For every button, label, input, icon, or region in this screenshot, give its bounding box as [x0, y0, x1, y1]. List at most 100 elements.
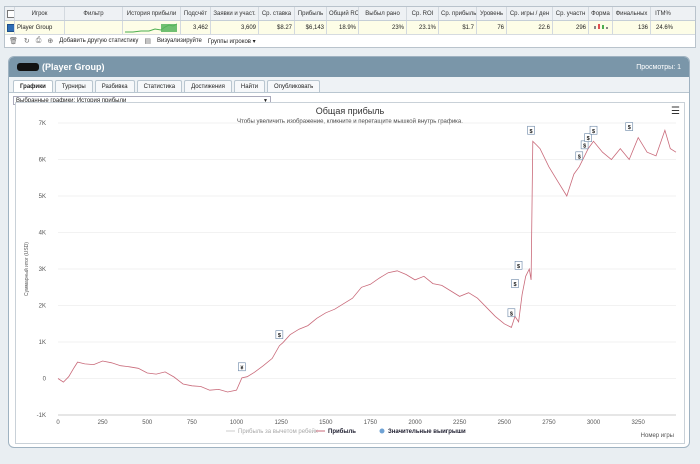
chart-select-label: Выбранные графики: История прибыли — [16, 97, 127, 104]
big-win-marker-label: $ — [513, 282, 516, 288]
header-filter[interactable]: Фильтр — [65, 7, 123, 20]
chart-menu-icon[interactable]: ☰ — [671, 106, 680, 117]
big-win-marker-label: ¥ — [240, 365, 244, 371]
player-groups-dropdown[interactable]: Группы игроков ▾ — [207, 38, 256, 45]
tab-breakdown[interactable]: Разбивка — [94, 80, 135, 92]
header-entries[interactable]: Заявки и участ. — [211, 7, 259, 20]
legend-swatch — [379, 428, 385, 434]
legend-entry: Прибыль — [328, 428, 356, 435]
big-win-marker-label: $ — [530, 129, 533, 135]
entries-value: 3,609 — [211, 21, 259, 34]
big-win-marker — [511, 279, 519, 288]
avg-roi-value: 23.1% — [407, 21, 439, 34]
header-form[interactable]: Форма — [589, 7, 613, 20]
table-toolbar: 🗑 ↻ ⎙ ⊕ Добавить другую статистику ▤ Виз… — [5, 35, 695, 47]
player-cell[interactable]: Player Group — [15, 21, 65, 34]
header-avg-field[interactable]: Ср. участн — [553, 7, 589, 20]
header-level[interactable]: Уровень — [477, 7, 507, 20]
total-roi-value: 18.9% — [327, 21, 359, 34]
tab-charts[interactable]: Графики — [13, 80, 53, 92]
chart-icon[interactable]: ▤ — [144, 38, 151, 45]
player-name[interactable]: Player Group — [17, 25, 53, 31]
header-avg-roi[interactable]: Ср. ROI — [407, 7, 439, 20]
select-all-checkbox[interactable] — [7, 10, 14, 18]
big-win-marker — [507, 308, 516, 318]
level-value: 76 — [477, 21, 507, 34]
chevron-down-icon: ▼ — [263, 97, 268, 104]
tab-find[interactable]: Найти — [233, 80, 266, 92]
header-avg-profit[interactable]: Ср. прибыль — [439, 7, 477, 20]
y-tick-label: -1K — [37, 413, 46, 419]
form-bars — [594, 24, 608, 29]
add-stats-link[interactable]: Добавить другую статистику — [59, 38, 139, 44]
big-win-marker — [514, 261, 523, 270]
big-win-marker-label: $ — [628, 125, 631, 131]
x-axis-label: Номер игры — [641, 433, 674, 439]
big-win-marker-label: $ — [510, 311, 513, 317]
card-tabs: Графики Турниры Разбивка Статистика Дост… — [9, 77, 689, 93]
visualize-link[interactable]: Визуализируйте — [156, 38, 202, 44]
header-early-out[interactable]: Выбыл рано — [359, 7, 407, 20]
big-win-marker-label: $ — [578, 154, 581, 160]
big-win-marker-label: $ — [587, 136, 590, 142]
card-title-text: (Player Group) — [42, 62, 105, 72]
x-tick-label: 3000 — [587, 420, 601, 426]
header-finals[interactable]: Финальных — [613, 7, 651, 20]
tab-statistics[interactable]: Статистика — [136, 80, 183, 92]
finals-value: 136 — [613, 21, 651, 34]
big-win-marker — [238, 362, 246, 372]
profit-chart[interactable]: Общая прибыль Чтобы увеличить изображение… — [16, 103, 684, 443]
count-value: 3,462 — [181, 21, 211, 34]
chart-container[interactable]: ☰ Общая прибыль Чтобы увеличить изображен… — [15, 102, 685, 444]
redacted-name — [17, 63, 39, 71]
y-tick-label: 5K — [39, 194, 46, 200]
header-count[interactable]: Подсчёт — [181, 7, 211, 20]
big-win-marker-label: $ — [517, 264, 520, 270]
table-row[interactable]: Player Group 3,462 3,609 $8.27 $6,143 18… — [5, 21, 695, 35]
chart-subtitle: Чтобы увеличить изображение, кликните и … — [237, 118, 463, 125]
sparkline-cell — [123, 21, 181, 34]
x-tick-label: 2500 — [498, 420, 512, 426]
add-icon[interactable]: ⊕ — [47, 38, 54, 45]
tab-publish[interactable]: Опубликовать — [267, 80, 321, 92]
x-tick-label: 500 — [142, 420, 153, 426]
header-profit[interactable]: Прибыль — [295, 7, 327, 20]
x-tick-label: 1750 — [364, 420, 378, 426]
refresh-icon[interactable]: ↻ — [23, 38, 30, 45]
y-axis-label: Суммарный итог (USD) — [23, 242, 30, 296]
avg-stake-value: $8.27 — [259, 21, 295, 34]
games-per-day-value: 22.6 — [507, 21, 553, 34]
row-checkbox-cell[interactable] — [5, 21, 15, 34]
header-player[interactable]: Игрок — [15, 7, 65, 20]
header-avg-stake[interactable]: Ср. ставка — [259, 7, 295, 20]
y-tick-label: 6K — [39, 158, 46, 164]
y-tick-label: 7K — [39, 121, 46, 127]
header-checkbox-cell[interactable] — [5, 7, 15, 20]
avg-profit-value: $1.7 — [439, 21, 477, 34]
big-win-marker — [625, 122, 634, 131]
legend-entry: Значительные выигрыши — [388, 429, 466, 435]
x-tick-label: 750 — [187, 420, 198, 426]
filter-cell — [65, 21, 123, 34]
avg-field-value: 296 — [553, 21, 589, 34]
views-count: Просмотры: 1 — [636, 63, 681, 71]
header-games-per-day[interactable]: Ср. игры / ден — [507, 7, 553, 20]
x-tick-label: 1250 — [274, 420, 288, 426]
row-checkbox[interactable] — [7, 24, 14, 32]
header-total-roi[interactable]: Общий RO — [327, 7, 359, 20]
tab-tournaments[interactable]: Турниры — [54, 80, 93, 92]
big-win-marker-label: $ — [592, 129, 595, 135]
x-tick-label: 1500 — [319, 420, 333, 426]
big-win-marker — [575, 151, 584, 161]
y-tick-label: 3K — [39, 267, 46, 273]
export-icon[interactable]: ⎙ — [35, 37, 42, 44]
y-tick-label: 0 — [43, 377, 47, 383]
profit-sparkline — [125, 23, 177, 33]
delete-icon[interactable]: 🗑 — [9, 38, 18, 45]
tab-achievements[interactable]: Достижения — [184, 80, 232, 92]
stats-header: Игрок Фильтр История прибыли Подсчёт Зая… — [5, 7, 695, 21]
player-card: (Player Group) Просмотры: 1 Графики Турн… — [8, 56, 690, 448]
header-itm[interactable]: ITM% — [655, 11, 671, 17]
header-profit-history[interactable]: История прибыли — [123, 7, 181, 20]
